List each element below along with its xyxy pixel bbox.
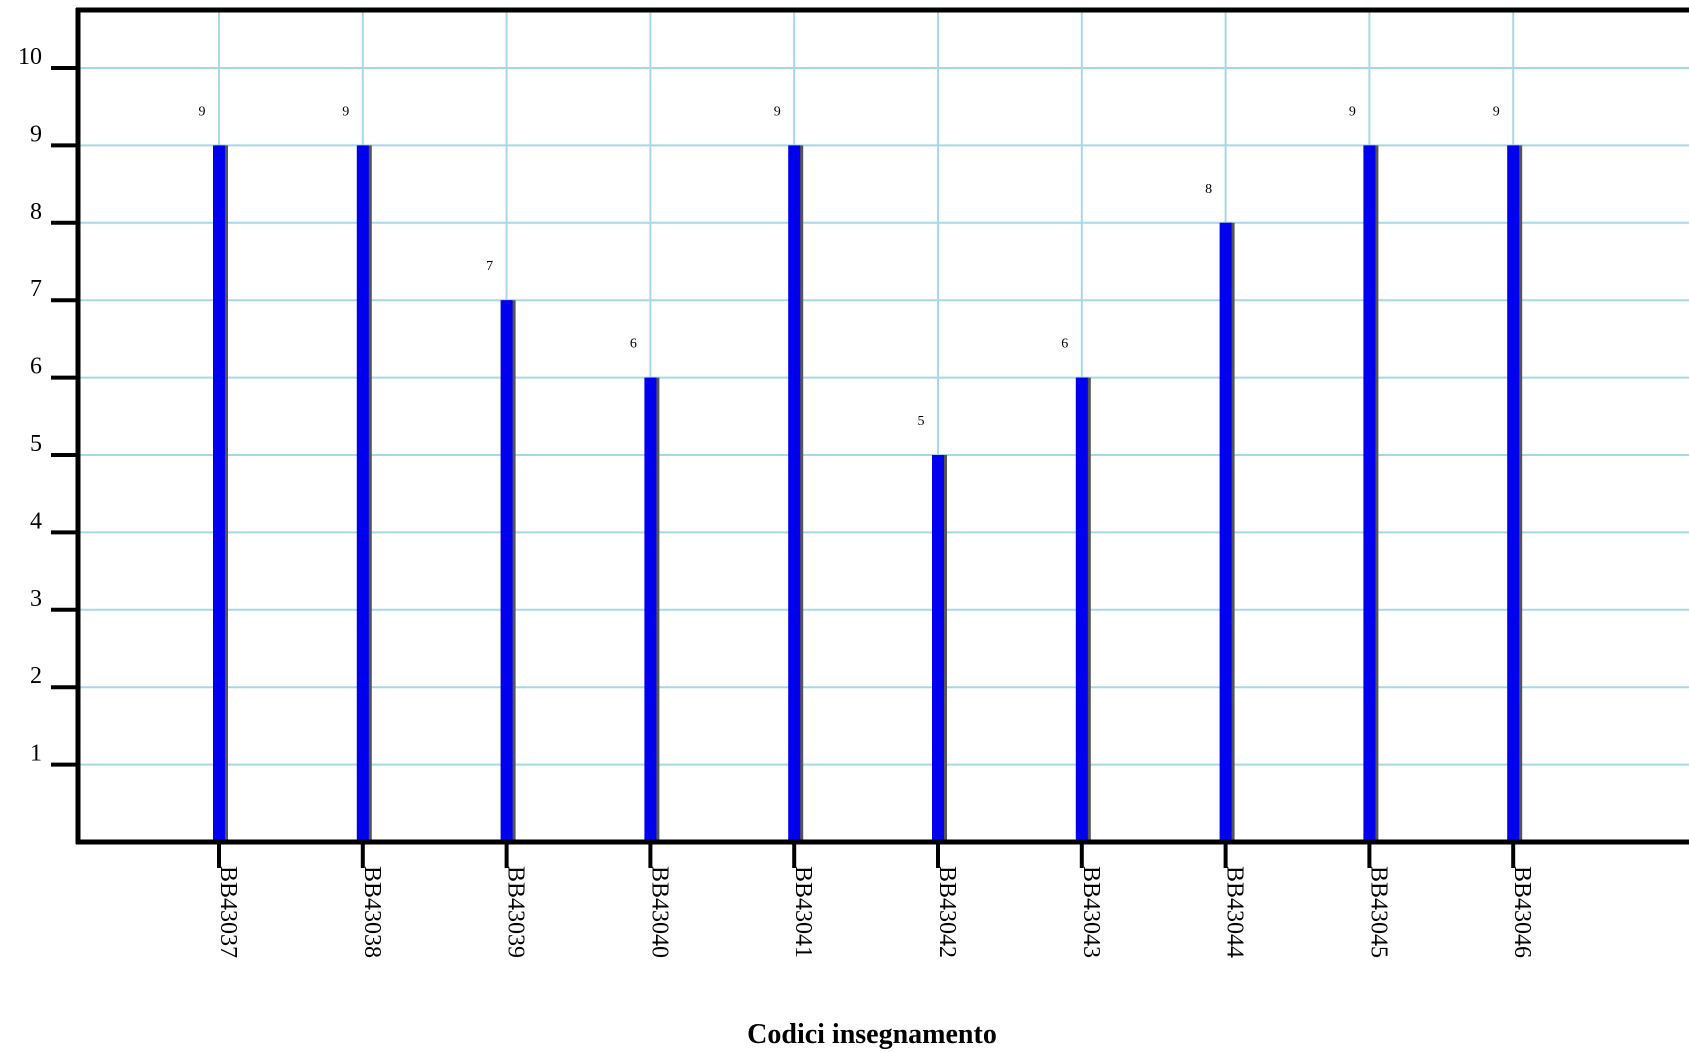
bar-BB43038 (356, 145, 369, 842)
data-label-BB43040: 6 (630, 337, 637, 352)
y-tick-label-1: 1 (30, 741, 42, 767)
data-label-BB43039: 7 (486, 259, 493, 274)
bar-BB43040 (644, 377, 657, 842)
y-tick-label-9: 9 (30, 121, 42, 147)
y-tick-label-5: 5 (30, 431, 42, 457)
y-tick-label-4: 4 (30, 508, 42, 534)
data-label-BB43044: 8 (1205, 182, 1212, 197)
bar-BB43045 (1363, 145, 1376, 842)
x-tick-label-BB43046: BB43046 (1509, 866, 1535, 958)
x-tick-label-BB43043: BB43043 (1078, 866, 1104, 958)
x-tick-label-BB43044: BB43044 (1222, 866, 1248, 958)
bar-BB43044 (1219, 222, 1232, 843)
grid-lines (78, 10, 1689, 842)
bar-BB43043 (1075, 377, 1088, 842)
data-label-BB43042: 5 (918, 414, 925, 429)
bar-BB43046 (1507, 145, 1520, 842)
data-label-BB43045: 9 (1349, 104, 1356, 119)
x-tick-label-BB43041: BB43041 (790, 866, 816, 958)
data-label-BB43046: 9 (1493, 104, 1500, 119)
bars (213, 145, 1523, 843)
y-tick-label-10: 10 (18, 44, 42, 70)
labels: 9 9 7 6 9 5 6 8 9 9 1 2 3 4 5 6 7 8 9 10 BB43037 BB43038 BB430… (18, 44, 1535, 958)
y-tick-label-8: 8 (30, 199, 42, 225)
bar-BB43042 (932, 455, 944, 842)
y-tick-label-2: 2 (30, 663, 42, 689)
axes (51, 7, 1689, 868)
y-tick-label-3: 3 (30, 586, 42, 612)
x-tick-label-BB43042: BB43042 (934, 866, 960, 958)
x-tick-label-BB43045: BB43045 (1365, 866, 1391, 958)
y-tick-label-7: 7 (30, 276, 42, 302)
bar-BB43039 (500, 300, 513, 842)
bar-BB43037 (213, 145, 225, 842)
x-tick-label-BB43039: BB43039 (503, 866, 529, 958)
bar-BB43041 (788, 145, 801, 842)
data-label-BB43037: 9 (199, 104, 206, 119)
x-axis-label: Codici insegnamento (747, 1019, 997, 1050)
data-label-BB43041: 9 (774, 104, 781, 119)
data-label-BB43038: 9 (342, 104, 349, 119)
y-tick-label-6: 6 (30, 354, 42, 380)
data-label-BB43043: 6 (1061, 337, 1068, 352)
x-tick-label-BB43038: BB43038 (359, 866, 385, 958)
x-tick-label-BB43037: BB43037 (215, 866, 241, 958)
x-tick-label-BB43040: BB43040 (646, 866, 672, 958)
